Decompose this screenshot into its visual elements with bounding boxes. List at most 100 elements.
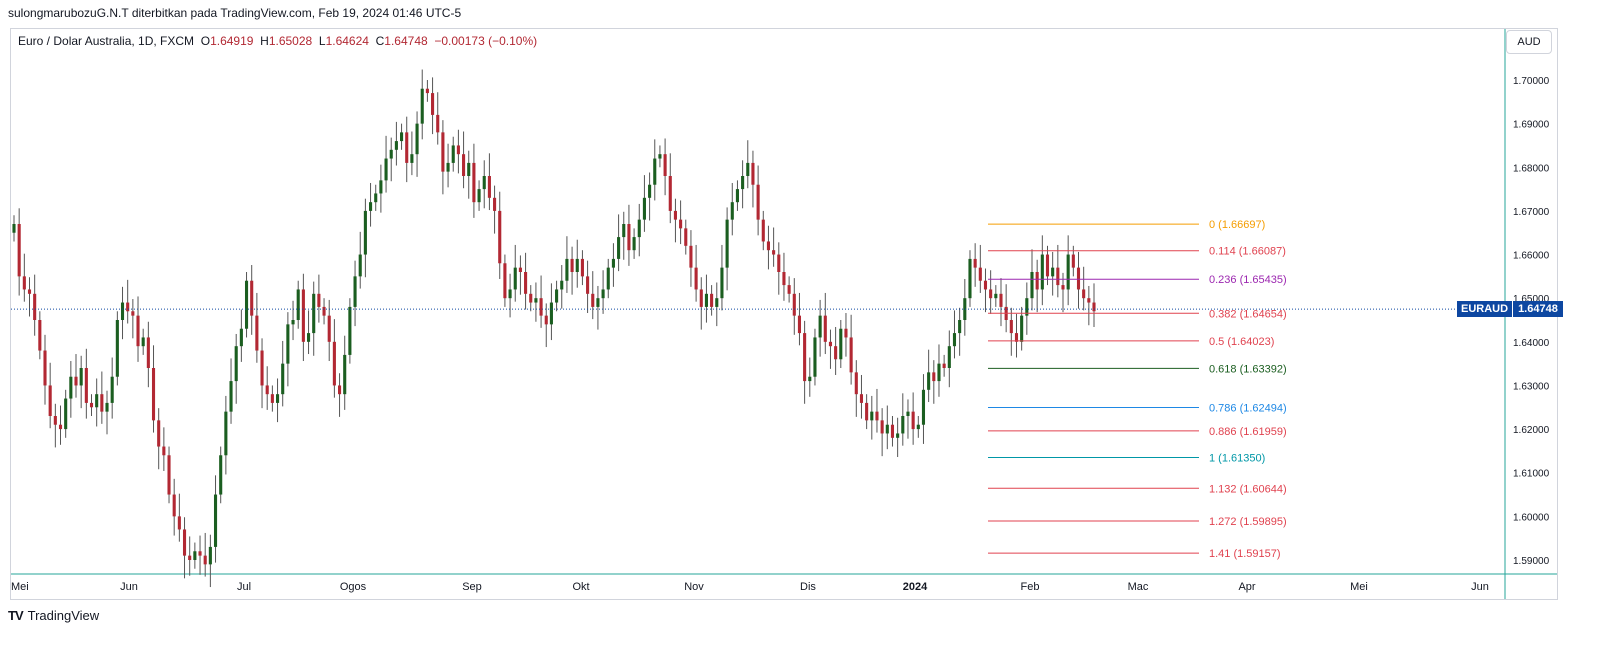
candle-body <box>188 555 192 560</box>
candle-body <box>679 219 683 229</box>
tradingview-logo-icon: TV <box>8 608 24 623</box>
candle-body <box>637 219 641 238</box>
candle-body <box>64 398 68 430</box>
candle-body <box>699 289 703 307</box>
candle-body <box>813 337 817 377</box>
x-tick-label: Jul <box>237 581 251 593</box>
candle-body <box>952 333 957 347</box>
candle-body <box>617 237 621 259</box>
candle-body <box>420 88 424 124</box>
fib-level-label: 0.236 (1.65435) <box>1209 274 1287 286</box>
candle-body <box>177 516 181 530</box>
candle-body <box>27 289 32 294</box>
candle-body <box>441 132 445 172</box>
candle-body <box>591 293 595 307</box>
x-tick-label: Apr <box>1238 581 1255 593</box>
candle-body <box>38 320 42 351</box>
low-label: L <box>318 34 326 48</box>
price-tag-value: 1.64748 <box>1513 301 1563 317</box>
candle-body <box>369 202 373 211</box>
candle-body <box>482 176 486 190</box>
candle-body <box>828 341 833 347</box>
candle-body <box>1014 333 1019 342</box>
y-tick-label: 1.64000 <box>1513 338 1550 349</box>
candle-body <box>1051 267 1055 277</box>
candle-body <box>100 394 104 412</box>
footer-brand: TV TradingView <box>8 608 99 623</box>
candle-body <box>487 176 491 198</box>
candle-body <box>167 455 171 495</box>
fib-level-label: 1.132 (1.60644) <box>1209 483 1287 495</box>
symbol-name: Euro / Dolar Australia, 1D, FXCM <box>18 34 195 48</box>
candle-body <box>415 123 419 155</box>
y-tick-label: 1.62000 <box>1513 425 1550 436</box>
candle-body <box>33 293 37 320</box>
candle-body <box>275 394 280 403</box>
candle-body <box>17 224 21 277</box>
candle-body <box>58 424 63 430</box>
candle-body <box>890 424 895 438</box>
high-value: 1.65028 <box>268 34 313 48</box>
candle-body <box>787 285 791 294</box>
chart-area[interactable]: 1.70000 1.69000 1.68000 1.67000 1.66000 1.650… <box>10 28 1558 600</box>
candle-body <box>146 337 150 368</box>
candle-body <box>720 267 724 299</box>
candle-body <box>48 385 52 416</box>
candle-body <box>431 93 435 115</box>
candle-body <box>472 162 476 203</box>
candle-body <box>797 315 802 334</box>
candle-body <box>870 411 874 421</box>
currency-button[interactable]: AUD <box>1506 30 1552 54</box>
candle-body <box>456 145 460 155</box>
candle-body <box>1025 298 1029 316</box>
candle-body <box>265 385 269 395</box>
candle-body <box>989 289 993 299</box>
fib-level-label: 0.114 (1.66087) <box>1209 246 1286 258</box>
candle-body <box>756 184 760 220</box>
candle-body <box>126 302 130 312</box>
candle-body <box>306 333 311 342</box>
symbol-legend: Euro / Dolar Australia, 1D, FXCM O1.6491… <box>18 34 537 48</box>
candle-body <box>219 455 223 495</box>
candle-body <box>627 224 631 251</box>
candle-body <box>539 298 543 316</box>
candle-body <box>131 311 135 316</box>
open-label: O <box>200 34 211 48</box>
candle-body <box>947 346 951 368</box>
candle-body <box>730 202 734 220</box>
candle-body <box>761 219 765 242</box>
candle-body <box>281 363 285 395</box>
fib-level-label: 0.786 (1.62494) <box>1209 403 1287 415</box>
candle-body <box>239 328 243 347</box>
candle-body <box>198 551 202 556</box>
candle-body <box>1071 254 1075 268</box>
candle-body <box>911 411 915 430</box>
y-tick-label: 1.67000 <box>1513 207 1550 218</box>
candle-body <box>937 363 941 382</box>
candle-body <box>498 210 502 264</box>
candle-body <box>663 154 667 176</box>
candle-body <box>1056 267 1060 286</box>
candle-body <box>544 315 548 325</box>
y-tick-label: 1.65000 <box>1513 294 1550 305</box>
candle-body <box>260 350 264 386</box>
publisher-header: sulongmarubozuG.N.T diterbitkan pada Tra… <box>8 6 465 20</box>
price-tag-symbol: EURAUD <box>1457 301 1513 317</box>
candle-body <box>95 394 99 408</box>
y-tick-label: 1.70000 <box>1513 76 1550 87</box>
candle-body <box>451 145 455 163</box>
candle-body <box>555 289 559 303</box>
candle-body <box>865 402 869 421</box>
candle-body <box>462 154 466 176</box>
candle-body <box>250 280 254 316</box>
fib-level-label: 1.41 (1.59157) <box>1209 548 1281 560</box>
candle-body <box>338 385 342 395</box>
candle-body <box>668 176 672 211</box>
candle-body <box>203 555 207 565</box>
candle-body <box>968 258 972 299</box>
publisher-text: sulongmarubozuG.N.T diterbitkan pada Tra… <box>8 6 462 20</box>
candlestick-chart[interactable]: 1.70000 1.69000 1.68000 1.67000 1.66000 1.650… <box>11 29 1557 599</box>
x-tick-label: Ogos <box>340 581 367 593</box>
candle-body <box>859 394 864 403</box>
candle-body <box>1035 272 1039 290</box>
